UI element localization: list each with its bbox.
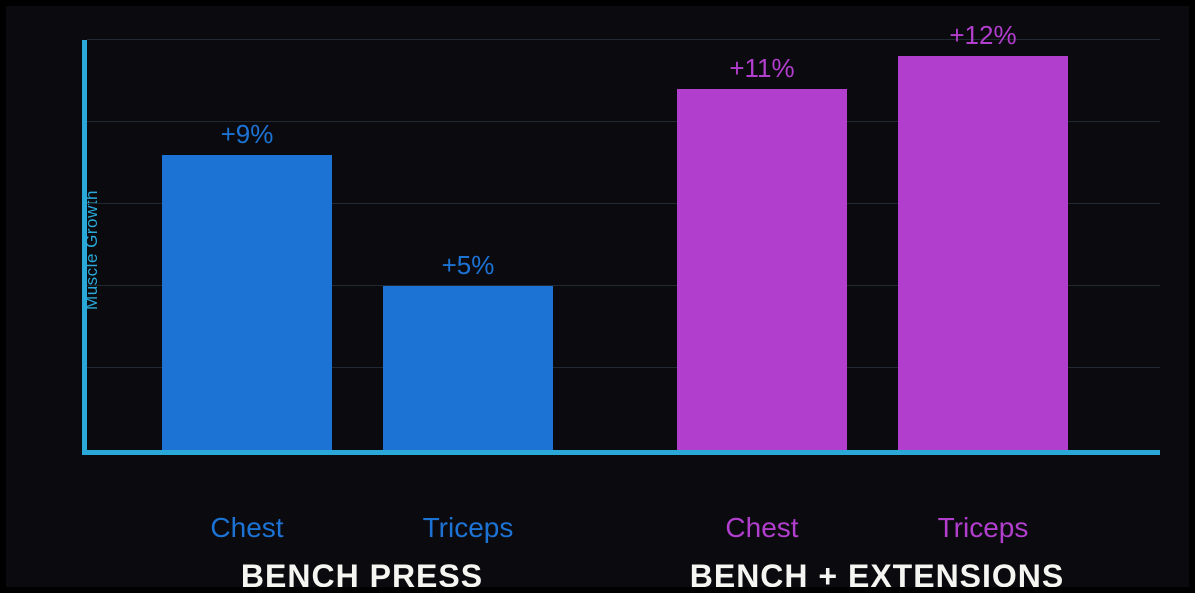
bar-value-label: +9% [162, 119, 332, 150]
bar: +11% [677, 89, 847, 450]
muscle-growth-chart: Muscle Growth +9%+5%+11%+12% ChestTricep… [60, 40, 1160, 460]
group-title: BENCH PRESS [241, 558, 483, 593]
bar: +5% [383, 286, 553, 450]
chart-plot-area: +9% +5% +11% +12% [82, 40, 1160, 455]
category-label: Triceps [938, 512, 1029, 544]
bar: +12% [898, 56, 1068, 450]
category-label: Triceps [423, 512, 514, 544]
bar: +9% [162, 155, 332, 450]
bar-value-label: +12% [898, 20, 1068, 51]
group-title: BENCH + EXTENSIONS [690, 558, 1065, 593]
bar-value-label: +5% [383, 250, 553, 281]
category-label: Chest [725, 512, 798, 544]
category-label: Chest [210, 512, 283, 544]
bar-value-label: +11% [677, 53, 847, 84]
